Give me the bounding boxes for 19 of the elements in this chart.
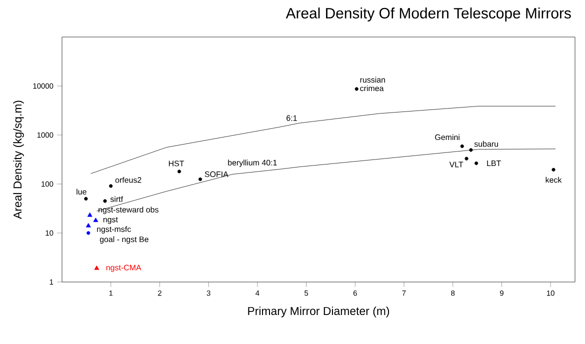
point: [94, 266, 100, 270]
x-axis-title: Primary Mirror Diameter (m): [248, 306, 390, 318]
point: [552, 168, 556, 172]
point: [460, 144, 464, 148]
point: [86, 231, 90, 235]
point: [109, 184, 113, 188]
point: [177, 170, 182, 174]
point: [86, 223, 91, 228]
point: [87, 212, 92, 217]
point: [198, 177, 202, 182]
point: [469, 148, 473, 152]
point: [354, 87, 358, 91]
point: [93, 218, 98, 222]
point: [84, 196, 88, 201]
y-axis-title: Areal Density (kg/sq.m): [13, 100, 24, 220]
point: [474, 161, 478, 166]
chart-title: Areal Density Of Modern Telescope Mirrors: [286, 8, 571, 22]
point: [464, 156, 468, 160]
point: [103, 199, 107, 203]
